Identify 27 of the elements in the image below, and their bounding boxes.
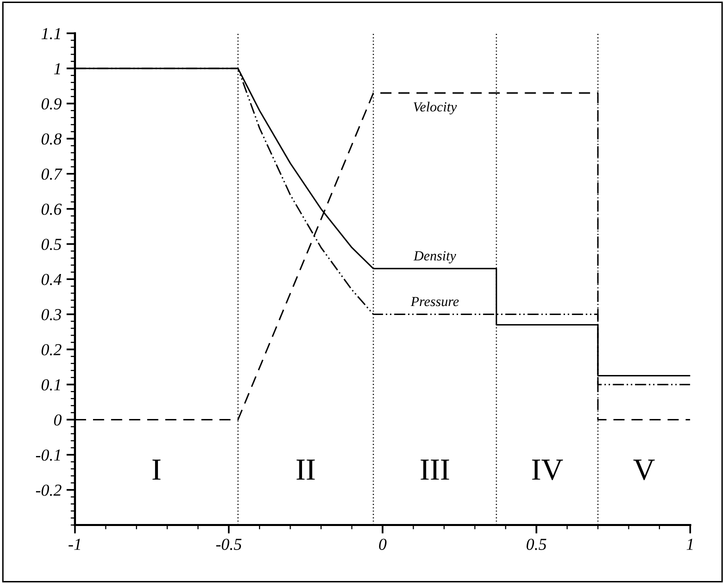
y-tick-label: -0.2 bbox=[36, 484, 62, 496]
series-label: Pressure bbox=[410, 296, 459, 306]
y-tick-label: 0.7 bbox=[42, 168, 62, 180]
x-tick-label: 0 bbox=[379, 538, 387, 550]
y-tick-label: 0.6 bbox=[42, 204, 62, 215]
y-tick-label: 0.2 bbox=[42, 344, 62, 356]
y-tick-label: 0 bbox=[54, 414, 62, 426]
y-tick-label: 1 bbox=[54, 63, 60, 74]
y-tick-label: 0.3 bbox=[42, 308, 62, 320]
y-tick-label: 0.8 bbox=[42, 133, 62, 145]
y-tick-label: -0.1 bbox=[36, 449, 60, 461]
annotation: IV bbox=[532, 460, 563, 480]
annotation: I bbox=[152, 460, 160, 480]
annotation: V bbox=[633, 460, 655, 480]
y-tick-label: 0.9 bbox=[42, 98, 62, 110]
series-label: Density bbox=[414, 251, 456, 264]
annotation: II bbox=[296, 460, 315, 480]
y-tick-label: 0.4 bbox=[42, 274, 62, 286]
x-tick-label: 1 bbox=[686, 538, 693, 550]
y-tick-label: 0.1 bbox=[42, 379, 60, 391]
x-tick-label: 0.5 bbox=[526, 538, 546, 550]
series-label: Velocity bbox=[414, 102, 457, 114]
annotation: III bbox=[420, 460, 450, 480]
x-tick-label: -0.5 bbox=[216, 538, 242, 550]
y-tick-label: 1.1 bbox=[42, 28, 60, 40]
y-tick-label: 0.5 bbox=[42, 238, 62, 250]
x-tick-label: -1 bbox=[68, 538, 80, 550]
